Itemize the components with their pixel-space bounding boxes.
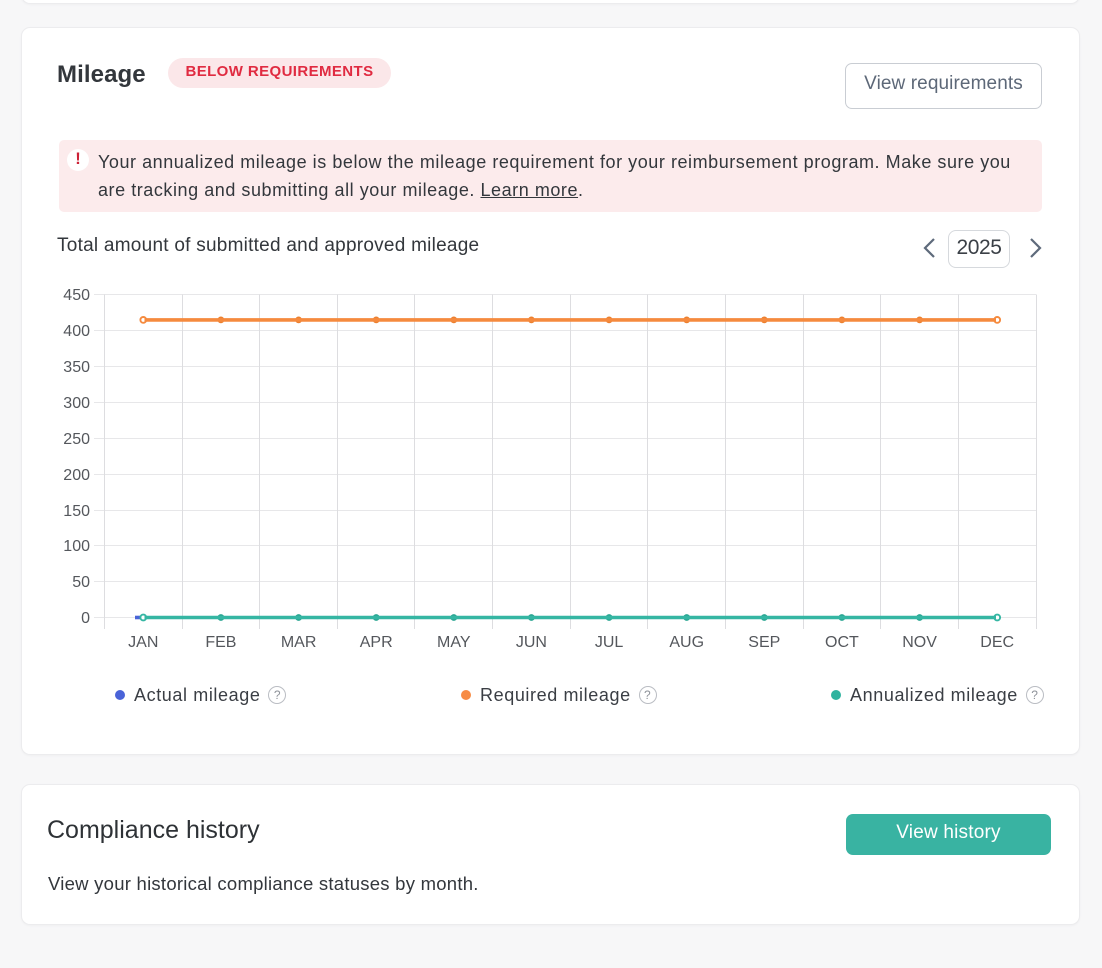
svg-text:OCT: OCT <box>825 634 859 651</box>
svg-text:APR: APR <box>360 634 393 651</box>
svg-text:300: 300 <box>63 395 90 412</box>
svg-text:JUL: JUL <box>595 634 624 651</box>
svg-text:350: 350 <box>63 359 90 376</box>
svg-text:MAY: MAY <box>437 634 471 651</box>
svg-text:250: 250 <box>63 431 90 448</box>
svg-text:FEB: FEB <box>205 634 236 651</box>
svg-text:150: 150 <box>63 503 90 520</box>
svg-text:0: 0 <box>81 610 90 627</box>
svg-text:AUG: AUG <box>669 634 704 651</box>
svg-text:50: 50 <box>72 574 90 591</box>
svg-text:JAN: JAN <box>128 634 158 651</box>
svg-text:100: 100 <box>63 538 90 555</box>
svg-text:450: 450 <box>63 287 90 304</box>
svg-text:400: 400 <box>63 323 90 340</box>
svg-text:200: 200 <box>63 467 90 484</box>
svg-text:SEP: SEP <box>748 634 780 651</box>
svg-text:JUN: JUN <box>516 634 547 651</box>
svg-text:MAR: MAR <box>281 634 317 651</box>
svg-text:DEC: DEC <box>980 634 1014 651</box>
svg-text:NOV: NOV <box>902 634 937 651</box>
